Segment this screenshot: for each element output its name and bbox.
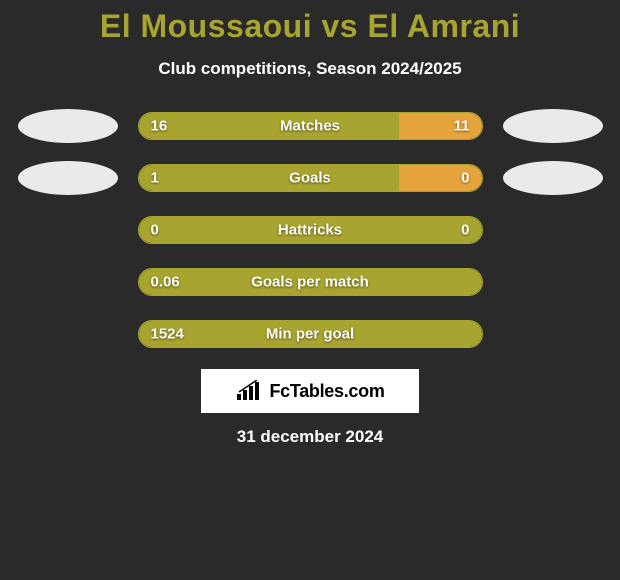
stat-bar: 1524 Min per goal xyxy=(138,320,483,348)
player-right-avatar xyxy=(503,161,603,195)
source-logo: FcTables.com xyxy=(201,369,419,413)
stat-row: 0.06 Goals per match xyxy=(0,265,620,299)
stat-value-right: 0 xyxy=(461,170,469,187)
stat-value-left: 1524 xyxy=(151,326,184,343)
logo-text: FcTables.com xyxy=(269,381,384,402)
stat-bar: 0 Hattricks 0 xyxy=(138,216,483,244)
stat-label: Matches xyxy=(280,118,340,135)
stat-label: Goals xyxy=(289,170,331,187)
chart-icon xyxy=(235,380,263,402)
snapshot-date: 31 december 2024 xyxy=(0,427,620,447)
stat-label: Goals per match xyxy=(251,274,369,291)
stat-row: 1 Goals 0 xyxy=(0,161,620,195)
stat-row: 0 Hattricks 0 xyxy=(0,213,620,247)
stat-row: 16 Matches 11 xyxy=(0,109,620,143)
stat-value-right: 0 xyxy=(461,222,469,239)
stat-value-right: 11 xyxy=(454,118,470,135)
stat-bar: 0.06 Goals per match xyxy=(138,268,483,296)
stat-bar: 16 Matches 11 xyxy=(138,112,483,140)
stat-value-left: 1 xyxy=(151,170,159,187)
stat-label: Min per goal xyxy=(266,326,354,343)
player-left-avatar xyxy=(18,109,118,143)
comparison-title: El Moussaoui vs El Amrani xyxy=(0,8,620,45)
stat-bar: 1 Goals 0 xyxy=(138,164,483,192)
stat-value-left: 16 xyxy=(151,118,168,135)
stat-value-left: 0 xyxy=(151,222,159,239)
stat-bar-left-fill xyxy=(139,113,400,139)
stat-bar-left-fill xyxy=(139,165,400,191)
comparison-subtitle: Club competitions, Season 2024/2025 xyxy=(0,59,620,79)
player-left-avatar xyxy=(18,161,118,195)
stat-row: 1524 Min per goal xyxy=(0,317,620,351)
stat-value-left: 0.06 xyxy=(151,274,180,291)
stat-label: Hattricks xyxy=(278,222,342,239)
player-right-avatar xyxy=(503,109,603,143)
